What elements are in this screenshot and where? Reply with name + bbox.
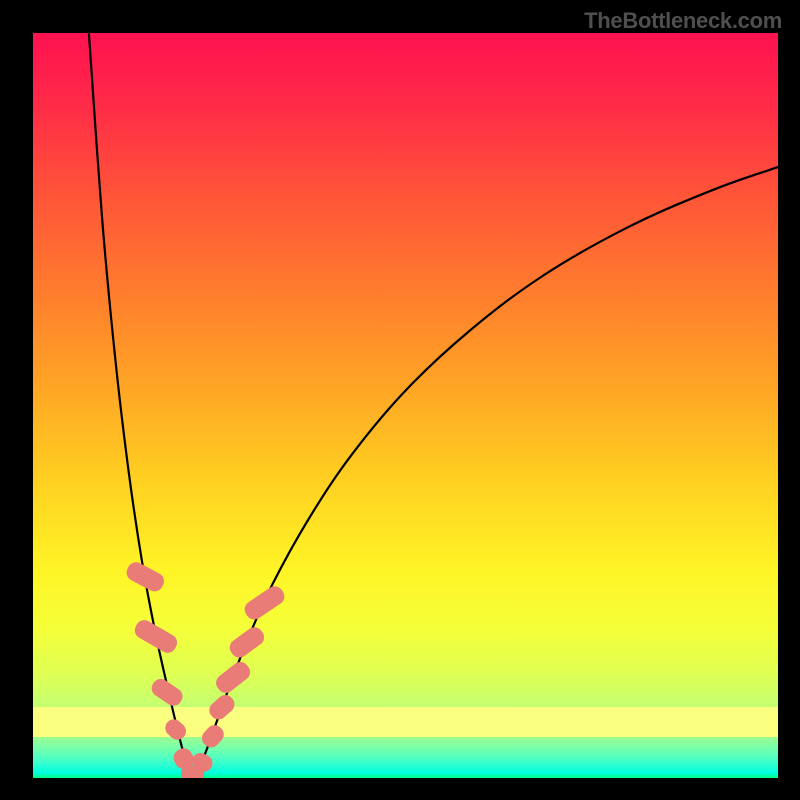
watermark-text: TheBottleneck.com [584,8,782,34]
plot-gradient-background [33,33,778,778]
bottleneck-curve-chart [0,0,800,800]
chart-container: TheBottleneck.com [0,0,800,800]
